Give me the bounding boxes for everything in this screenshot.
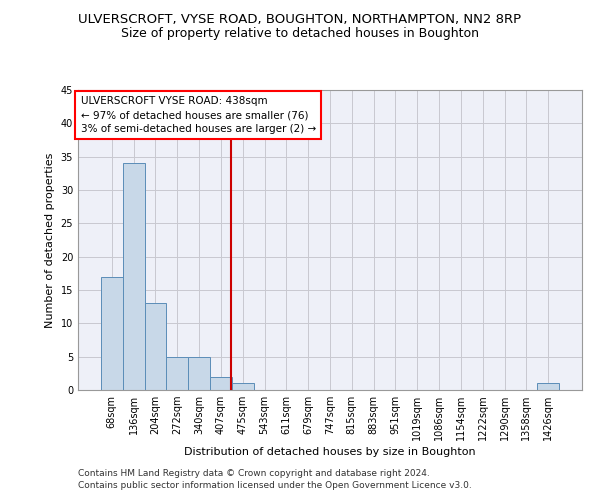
X-axis label: Distribution of detached houses by size in Boughton: Distribution of detached houses by size … (184, 448, 476, 458)
Text: ULVERSCROFT, VYSE ROAD, BOUGHTON, NORTHAMPTON, NN2 8RP: ULVERSCROFT, VYSE ROAD, BOUGHTON, NORTHA… (79, 12, 521, 26)
Text: ULVERSCROFT VYSE ROAD: 438sqm
← 97% of detached houses are smaller (76)
3% of se: ULVERSCROFT VYSE ROAD: 438sqm ← 97% of d… (80, 96, 316, 134)
Bar (145, 304, 166, 390)
Bar (210, 376, 232, 390)
Bar (101, 276, 123, 390)
Bar (188, 356, 210, 390)
Bar (123, 164, 145, 390)
Text: Contains public sector information licensed under the Open Government Licence v3: Contains public sector information licen… (78, 481, 472, 490)
Text: Size of property relative to detached houses in Boughton: Size of property relative to detached ho… (121, 28, 479, 40)
Y-axis label: Number of detached properties: Number of detached properties (45, 152, 55, 328)
Bar (232, 384, 254, 390)
Text: Contains HM Land Registry data © Crown copyright and database right 2024.: Contains HM Land Registry data © Crown c… (78, 468, 430, 477)
Bar (537, 384, 559, 390)
Bar (166, 356, 188, 390)
